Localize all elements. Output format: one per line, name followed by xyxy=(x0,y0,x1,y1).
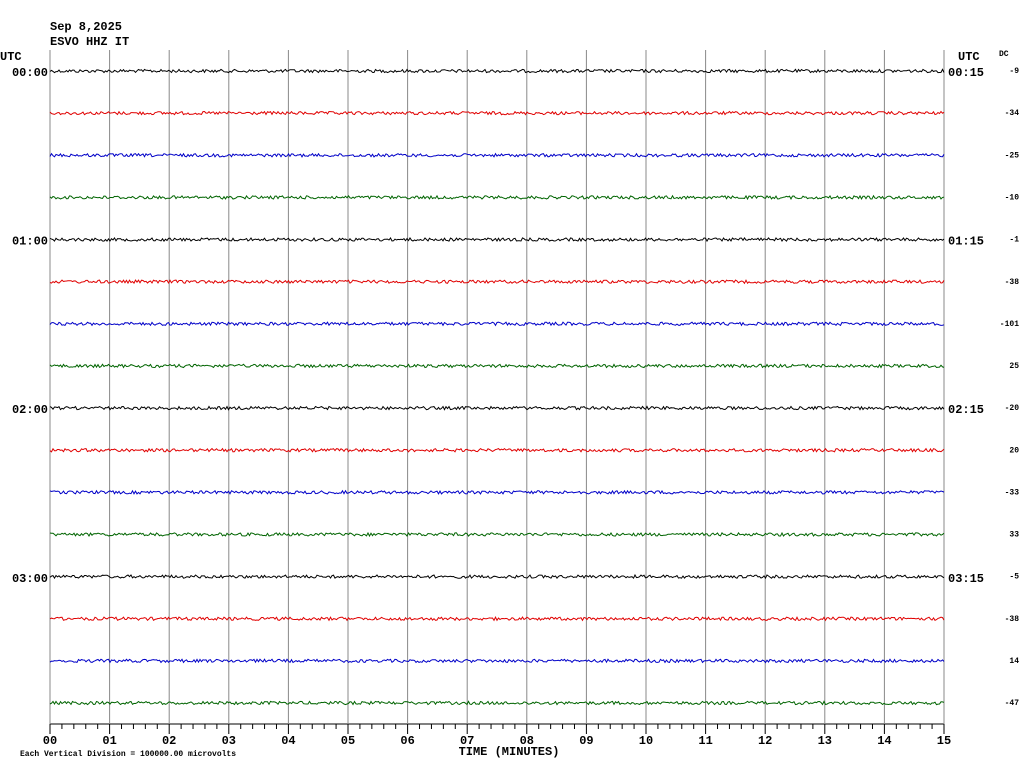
seismic-trace xyxy=(49,68,945,74)
seismic-trace xyxy=(49,321,945,327)
seismic-trace xyxy=(49,405,945,411)
x-tick-label: 08 xyxy=(520,734,534,748)
seismic-trace xyxy=(49,110,945,116)
x-tick-label: 06 xyxy=(400,734,414,748)
dc-value: -33 xyxy=(1005,488,1020,497)
row-time-right: 00:15 xyxy=(948,66,984,80)
dc-label: DC xyxy=(999,50,1009,59)
dc-value: -25 xyxy=(1005,151,1020,160)
x-tick-label: 09 xyxy=(579,734,593,748)
seismic-trace xyxy=(49,573,945,580)
dc-value: -38 xyxy=(1005,615,1020,624)
dc-value: -34 xyxy=(1005,109,1020,118)
date: Sep 8,2025 xyxy=(50,20,122,34)
seismic-trace xyxy=(49,531,945,538)
seismic-trace xyxy=(49,152,945,158)
dc-value: 25 xyxy=(1009,362,1019,371)
row-time-right: 01:15 xyxy=(948,235,984,249)
x-tick-label: 11 xyxy=(698,734,712,748)
right-axis-label: UTC xyxy=(958,50,980,64)
seismic-trace xyxy=(49,279,945,285)
row-time-left: 00:00 xyxy=(12,66,48,80)
row-time-right: 02:15 xyxy=(948,403,984,417)
seismic-trace xyxy=(49,363,945,369)
x-tick-label: 15 xyxy=(937,734,951,748)
station: ESVO HHZ IT xyxy=(50,35,129,49)
seismic-trace xyxy=(49,236,945,243)
seismic-trace xyxy=(49,700,945,706)
dc-value: -5 xyxy=(1009,573,1019,582)
x-tick-label: 12 xyxy=(758,734,772,748)
row-time-left: 02:00 xyxy=(12,403,48,417)
seismic-trace xyxy=(49,658,945,664)
x-tick-label: 07 xyxy=(460,734,474,748)
x-tick-label: 13 xyxy=(818,734,832,748)
row-time-left: 03:00 xyxy=(12,572,48,586)
x-tick-label: 01 xyxy=(102,734,116,748)
x-tick-label: 10 xyxy=(639,734,653,748)
seismic-trace xyxy=(49,489,945,495)
seismic-trace xyxy=(49,616,945,622)
x-tick-label: 14 xyxy=(877,734,891,748)
dc-value: 14 xyxy=(1009,657,1019,666)
x-tick-label: 03 xyxy=(222,734,236,748)
x-tick-label: 02 xyxy=(162,734,176,748)
dc-value: 33 xyxy=(1009,531,1019,540)
seismic-trace xyxy=(49,194,945,201)
dc-value: -10 xyxy=(1005,194,1020,203)
note: Each Vertical Division = 100000.00 micro… xyxy=(20,750,236,759)
dc-value: -47 xyxy=(1005,699,1020,708)
dc-value: -1 xyxy=(1009,236,1019,245)
left-axis-label: UTC xyxy=(0,50,22,64)
dc-value: -20 xyxy=(1005,404,1020,413)
x-tick-label: 00 xyxy=(43,734,57,748)
row-time-right: 03:15 xyxy=(948,572,984,586)
dc-value: -9 xyxy=(1009,67,1019,76)
dc-value: -38 xyxy=(1005,278,1020,287)
row-time-left: 01:00 xyxy=(12,235,48,249)
x-axis-label: TIME (MINUTES) xyxy=(459,745,560,759)
x-tick-label: 05 xyxy=(341,734,355,748)
dc-value: 20 xyxy=(1009,446,1019,455)
seismic-trace xyxy=(49,447,945,453)
dc-value: -101 xyxy=(1000,320,1019,329)
x-tick-label: 04 xyxy=(281,734,295,748)
